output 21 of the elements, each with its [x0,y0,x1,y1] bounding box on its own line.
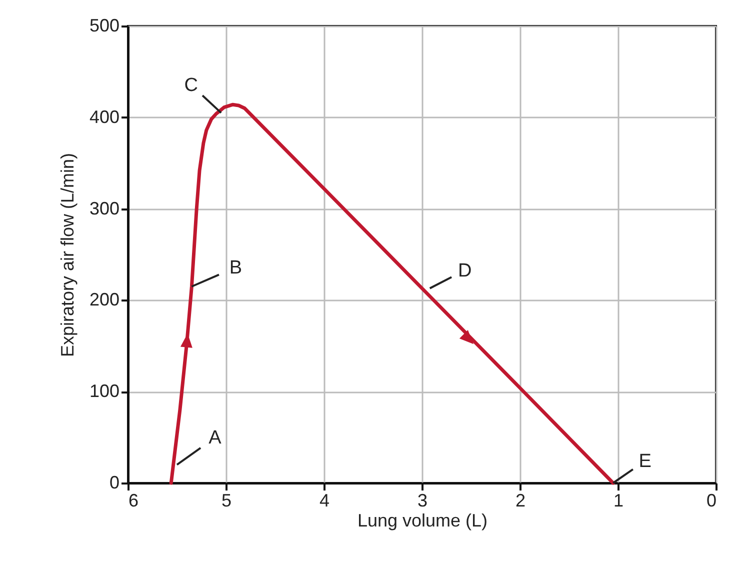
annotation: D [458,260,472,282]
x-tick-label: 6 [128,490,139,510]
x-tick-label: 5 [221,490,232,510]
annotation: B [229,257,242,278]
y-tick-label: 100 [89,381,120,402]
y-tick-label: 400 [89,106,120,127]
x-tick-label: 2 [515,490,526,510]
annotation: A [208,428,222,449]
y-axis-title: Expiratory air flow (L/min) [57,152,78,358]
x-axis-title: Lung volume (L) [357,510,488,530]
line-series [169,102,615,485]
annotation: C [184,74,198,96]
x-tick-label: 4 [319,490,330,510]
y-tick-label: 500 [89,16,120,36]
y-tick-label: 200 [89,290,120,310]
x-tick-label: 0 [706,490,716,510]
y-tick-label: 300 [89,198,120,218]
x-tick-label: 3 [417,490,428,510]
annotation: E [638,451,652,472]
x-tick-label: 1 [613,490,624,510]
y-tick-label: 0 [109,472,120,492]
